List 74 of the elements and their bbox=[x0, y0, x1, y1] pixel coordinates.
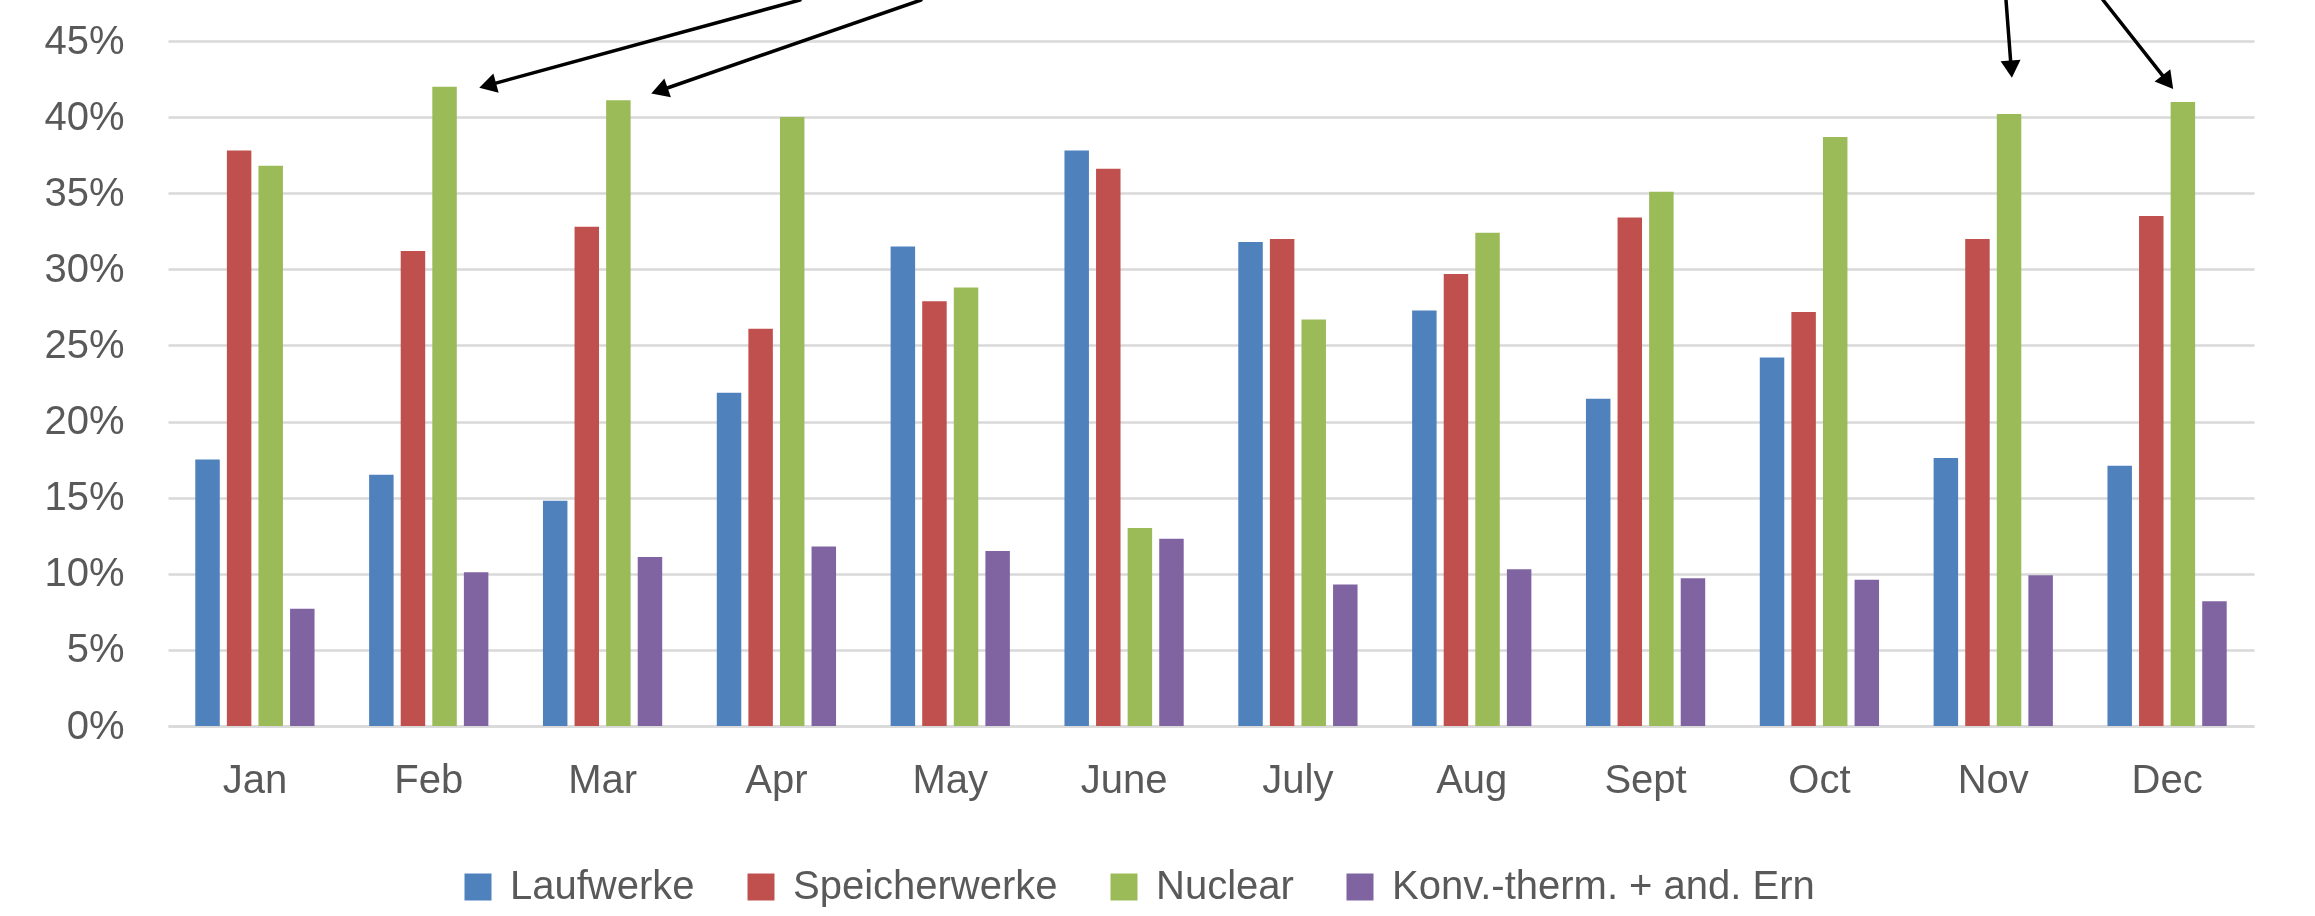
bar bbox=[1649, 191, 1674, 726]
bar bbox=[1475, 232, 1500, 726]
x-tick-label: Sept bbox=[1604, 756, 1687, 801]
x-tick-label: Mar bbox=[568, 756, 638, 801]
x-tick-label: Feb bbox=[394, 756, 464, 801]
y-tick-label: 45% bbox=[44, 17, 125, 62]
bar bbox=[1585, 398, 1611, 726]
y-tick-label: 0% bbox=[66, 702, 125, 747]
y-tick-label: 35% bbox=[44, 169, 125, 214]
bar bbox=[985, 550, 1010, 726]
bar bbox=[463, 572, 489, 726]
legend-label: Konv.-therm. + and. Ern bbox=[1392, 863, 1815, 907]
x-tick-label: Aug bbox=[1436, 756, 1508, 801]
bar bbox=[1822, 136, 1848, 726]
bar bbox=[1333, 584, 1358, 726]
bar bbox=[922, 301, 947, 726]
bar bbox=[2107, 465, 2132, 726]
y-tick-label: 25% bbox=[44, 321, 125, 366]
bar bbox=[1127, 528, 1153, 726]
bar bbox=[1269, 238, 1295, 726]
bar bbox=[226, 150, 252, 726]
bar bbox=[369, 474, 394, 726]
x-tick-label: July bbox=[1262, 756, 1334, 801]
bar bbox=[1933, 458, 1959, 726]
bar bbox=[432, 86, 457, 726]
bar bbox=[290, 608, 315, 726]
bar bbox=[606, 100, 631, 726]
bar bbox=[1680, 578, 1706, 726]
bar bbox=[637, 557, 663, 726]
bar bbox=[2202, 601, 2227, 726]
x-tick-label: Jan bbox=[222, 756, 288, 801]
bar bbox=[1443, 273, 1469, 726]
bar bbox=[1096, 168, 1121, 726]
bar bbox=[1506, 569, 1532, 726]
bar bbox=[890, 246, 916, 726]
legend-label: Laufwerke bbox=[510, 863, 695, 907]
x-tick-label: Nov bbox=[1957, 756, 2029, 801]
bar bbox=[811, 546, 837, 726]
bar bbox=[195, 459, 220, 726]
bar bbox=[716, 392, 742, 726]
y-tick-label: 20% bbox=[44, 398, 125, 443]
bar bbox=[1996, 114, 2022, 726]
bar bbox=[400, 251, 426, 726]
y-tick-label: 40% bbox=[44, 93, 125, 138]
x-tick-label: Dec bbox=[2131, 756, 2203, 801]
bar bbox=[1759, 357, 1785, 726]
legend-label: Speicherwerke bbox=[793, 863, 1058, 907]
x-tick-label: Apr bbox=[745, 756, 808, 801]
bar bbox=[1159, 538, 1184, 726]
bar bbox=[1854, 579, 1880, 726]
bar bbox=[1412, 310, 1437, 726]
bar bbox=[542, 500, 568, 726]
x-tick-label: June bbox=[1080, 756, 1168, 801]
bar bbox=[1965, 238, 1990, 726]
y-tick-label: 10% bbox=[44, 550, 125, 595]
bar bbox=[574, 226, 600, 726]
bar bbox=[748, 328, 773, 726]
y-tick-label: 5% bbox=[66, 626, 125, 671]
bar bbox=[2028, 575, 2053, 726]
bar bbox=[1238, 241, 1263, 726]
bar bbox=[953, 287, 979, 726]
legend-label: Nuclear bbox=[1156, 863, 1294, 907]
bar bbox=[1791, 311, 1816, 726]
bar bbox=[1064, 150, 1089, 726]
y-tick-label: 30% bbox=[44, 245, 125, 290]
bar bbox=[2170, 101, 2196, 726]
bar bbox=[1301, 319, 1326, 726]
x-tick-label: May bbox=[912, 756, 989, 801]
y-tick-label: 15% bbox=[44, 474, 125, 519]
x-tick-label: Oct bbox=[1788, 756, 1851, 801]
bar bbox=[2139, 216, 2164, 726]
bar bbox=[1617, 217, 1643, 726]
bar bbox=[258, 165, 283, 726]
bar bbox=[779, 117, 805, 726]
